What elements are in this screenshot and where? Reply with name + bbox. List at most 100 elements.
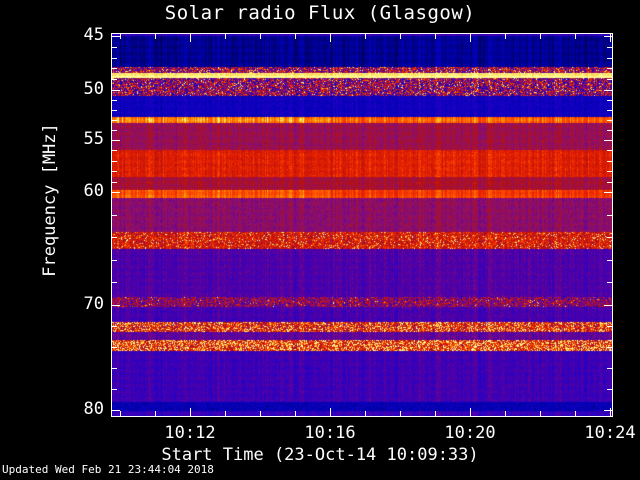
y-tick-48 [112,68,117,69]
y-tick-right-46 [607,47,612,48]
y-tick-45 [112,36,120,37]
x-tick-top-18 [400,34,401,39]
x-tick-13 [225,411,226,416]
y-tick-51 [112,100,117,101]
x-tick-top-15 [295,34,296,39]
spectrogram-image [112,34,612,416]
y-tick-right-70 [604,305,612,306]
x-tick-top-12 [190,34,191,42]
y-tick-label-55: 55 [83,129,104,149]
y-tick-right-51 [607,100,612,101]
y-tick-62 [112,215,117,216]
page-title: Solar radio Flux (Glasgow) [164,2,476,24]
x-tick-label-10-24: 10:24 [584,423,636,443]
y-tick-58 [112,171,117,172]
y-tick-label-60: 60 [83,181,104,201]
y-tick-64 [112,237,117,238]
x-tick-14 [260,411,261,416]
y-tick-80 [112,410,120,411]
y-tick-60 [112,192,120,193]
y-tick-right-55 [604,140,612,141]
x-tick-top-17 [365,34,366,39]
x-tick-top-22 [540,34,541,39]
y-tick-47 [112,58,117,59]
x-tick-top-16 [330,34,331,42]
x-tick-20 [470,408,471,416]
x-axis-title: Start Time (23-Oct-14 10:09:33) [161,445,479,465]
x-tick-top-24 [610,34,611,42]
x-tick-label-10-12: 10:12 [164,423,216,443]
y-tick-right-76 [607,368,612,369]
x-tick-19 [435,411,436,416]
y-tick-52 [112,110,117,111]
y-tick-label-70: 70 [83,294,104,314]
x-tick-top-21 [505,34,506,39]
x-tick-24 [610,408,611,416]
y-tick-right-53 [607,120,612,121]
y-tick-right-80 [604,410,612,411]
y-tick-right-59 [607,182,612,183]
y-tick-68 [112,282,117,283]
y-tick-right-78 [607,389,612,390]
y-tick-66 [112,260,117,261]
x-tick-18 [400,411,401,416]
y-tick-56 [112,150,117,151]
y-tick-right-56 [607,150,612,151]
y-axis-title: Frequency [MHz] [40,123,60,277]
x-tick-top-19 [435,34,436,39]
x-tick-17 [365,411,366,416]
x-tick-16 [330,408,331,416]
y-tick-70 [112,305,120,306]
y-tick-78 [112,389,117,390]
x-tick-22 [540,411,541,416]
y-tick-right-48 [607,68,612,69]
y-tick-53 [112,120,117,121]
y-tick-right-57 [607,161,612,162]
y-tick-right-68 [607,282,612,283]
y-tick-76 [112,368,117,369]
x-tick-15 [295,411,296,416]
y-tick-right-66 [607,260,612,261]
x-tick-23 [575,411,576,416]
y-tick-55 [112,140,120,141]
x-tick-11 [155,411,156,416]
y-tick-right-72 [607,326,612,327]
y-tick-50 [112,90,120,91]
x-tick-top-11 [155,34,156,39]
y-tick-right-62 [607,215,612,216]
y-tick-right-47 [607,58,612,59]
y-tick-57 [112,161,117,162]
y-tick-right-64 [607,237,612,238]
y-tick-right-74 [607,347,612,348]
y-tick-46 [112,47,117,48]
y-tick-right-45 [604,36,612,37]
y-tick-label-45: 45 [83,25,104,45]
spectrogram-plot-area [111,33,613,417]
x-tick-10 [120,411,121,416]
y-tick-49 [112,79,117,80]
y-tick-label-80: 80 [83,399,104,419]
x-tick-top-23 [575,34,576,39]
y-tick-59 [112,182,117,183]
y-tick-right-60 [604,192,612,193]
updated-timestamp: Updated Wed Feb 21 23:44:04 2018 [2,463,214,476]
y-tick-right-58 [607,171,612,172]
x-tick-21 [505,411,506,416]
y-tick-right-49 [607,79,612,80]
y-tick-72 [112,326,117,327]
y-tick-74 [112,347,117,348]
y-axis-tick-labels: 45 50 55 60 70 80 [58,0,104,480]
x-tick-top-20 [470,34,471,42]
y-tick-right-52 [607,110,612,111]
x-tick-label-10-20: 10:20 [444,423,496,443]
y-tick-right-50 [604,90,612,91]
x-axis-tick-labels: 10:12 10:16 10:20 10:24 [0,425,640,447]
y-tick-54 [112,130,117,131]
y-tick-right-54 [607,130,612,131]
x-tick-top-14 [260,34,261,39]
x-tick-top-13 [225,34,226,39]
y-tick-label-50: 50 [83,79,104,99]
